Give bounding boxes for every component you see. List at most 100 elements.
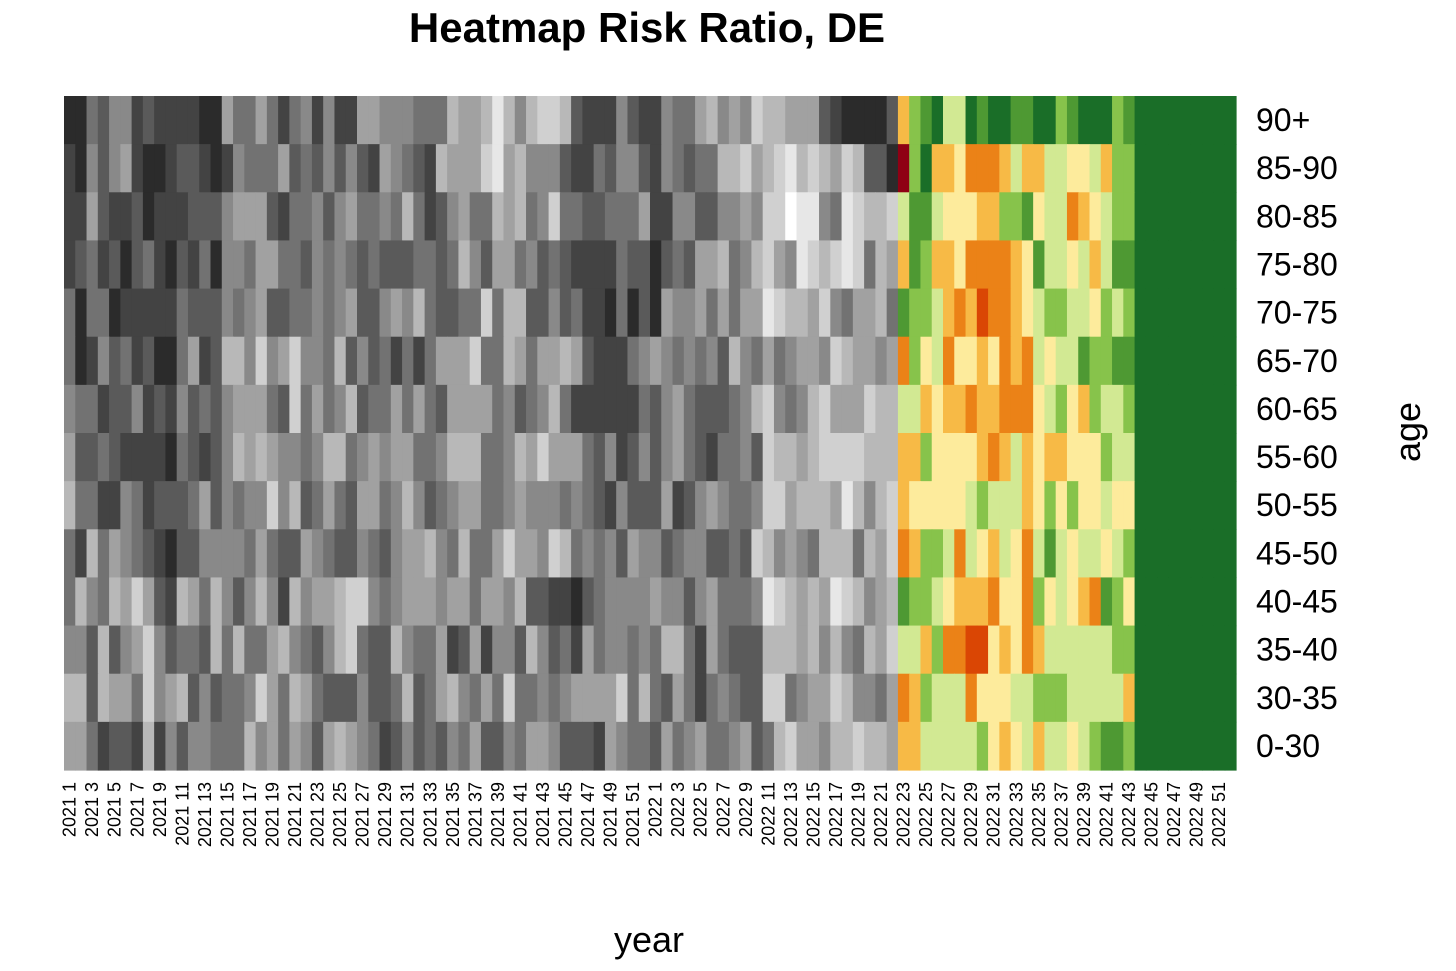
heatmap-cell bbox=[965, 625, 978, 675]
heatmap-cell bbox=[762, 240, 775, 290]
x-tick-label: 2021 37 bbox=[465, 782, 485, 847]
heatmap-cell bbox=[886, 336, 899, 386]
x-tick-label: 2021 49 bbox=[601, 782, 621, 847]
heatmap-cell bbox=[368, 288, 381, 338]
heatmap-cell bbox=[1066, 673, 1079, 723]
heatmap-cell bbox=[1224, 288, 1237, 338]
heatmap-cell bbox=[357, 96, 369, 145]
heatmap-cell bbox=[458, 433, 471, 482]
heatmap-cell bbox=[1066, 192, 1079, 242]
heatmap-cell bbox=[1010, 384, 1023, 434]
heatmap-cell bbox=[1100, 288, 1113, 338]
heatmap-cell bbox=[480, 288, 493, 338]
heatmap-cell bbox=[1213, 96, 1226, 145]
heatmap-cell bbox=[199, 144, 212, 193]
heatmap-cell bbox=[976, 192, 989, 242]
heatmap-cell bbox=[120, 336, 133, 386]
heatmap-cell bbox=[785, 673, 798, 723]
heatmap-cell bbox=[266, 529, 279, 579]
heatmap-cell bbox=[1202, 721, 1215, 771]
heatmap-cell bbox=[785, 721, 798, 771]
heatmap-cell bbox=[728, 192, 741, 242]
heatmap-cell bbox=[480, 336, 493, 386]
heatmap-cell bbox=[841, 577, 854, 627]
heatmap-cell bbox=[886, 144, 899, 193]
heatmap-cell bbox=[886, 96, 899, 145]
heatmap-cell bbox=[154, 240, 167, 290]
heatmap-cell bbox=[1190, 625, 1203, 675]
heatmap-cell bbox=[526, 481, 538, 530]
heatmap-cell bbox=[345, 240, 358, 290]
heatmap-cell bbox=[548, 384, 561, 434]
heatmap-cell bbox=[503, 673, 516, 723]
x-tick-label: 2021 27 bbox=[353, 782, 373, 847]
heatmap-cell bbox=[334, 433, 347, 482]
heatmap-cell bbox=[683, 625, 696, 675]
heatmap-cell bbox=[97, 288, 110, 338]
heatmap-cell bbox=[1044, 721, 1057, 771]
heatmap-cell bbox=[706, 384, 719, 434]
heatmap-cell bbox=[841, 384, 854, 434]
heatmap-cell bbox=[717, 625, 730, 675]
heatmap-cell bbox=[514, 529, 527, 579]
heatmap-cell bbox=[909, 529, 922, 579]
heatmap-cell bbox=[650, 721, 662, 771]
heatmap-cell bbox=[717, 336, 730, 386]
heatmap-cell bbox=[830, 481, 843, 530]
heatmap-cell bbox=[97, 433, 110, 482]
heatmap-cells bbox=[64, 96, 1237, 771]
heatmap-cell bbox=[841, 192, 854, 242]
heatmap-cell bbox=[785, 144, 798, 193]
heatmap-cell bbox=[503, 192, 516, 242]
heatmap-cell bbox=[571, 481, 583, 530]
heatmap-cell bbox=[154, 625, 167, 675]
heatmap-cell bbox=[650, 288, 662, 338]
heatmap-cell bbox=[233, 481, 245, 530]
heatmap-cell bbox=[1078, 577, 1091, 627]
heatmap-cell bbox=[469, 673, 482, 723]
heatmap-cell bbox=[864, 721, 876, 771]
heatmap-cell bbox=[109, 288, 121, 338]
heatmap-cell bbox=[120, 144, 133, 193]
heatmap-cell bbox=[762, 144, 775, 193]
heatmap-cell bbox=[1202, 192, 1215, 242]
heatmap-cell bbox=[976, 577, 989, 627]
x-tick-label: 2022 19 bbox=[848, 782, 868, 847]
heatmap-cell bbox=[616, 529, 629, 579]
heatmap-cell bbox=[886, 721, 899, 771]
heatmap-cell bbox=[785, 96, 798, 145]
heatmap-cell bbox=[435, 625, 448, 675]
heatmap-cell bbox=[650, 192, 662, 242]
heatmap-cell bbox=[864, 625, 876, 675]
heatmap-cell bbox=[661, 529, 674, 579]
heatmap-cell bbox=[424, 240, 437, 290]
heatmap-cell bbox=[537, 144, 550, 193]
heatmap-cell bbox=[75, 288, 88, 338]
heatmap-cell bbox=[1089, 673, 1102, 723]
heatmap-cell bbox=[289, 721, 302, 771]
heatmap-cell bbox=[1078, 673, 1091, 723]
heatmap-cell bbox=[886, 481, 899, 530]
heatmap-cell bbox=[1089, 577, 1102, 627]
heatmap-cell bbox=[1123, 384, 1136, 434]
x-tick-label: 2021 35 bbox=[443, 782, 463, 847]
heatmap-cell bbox=[154, 288, 167, 338]
heatmap-cell bbox=[1055, 192, 1068, 242]
heatmap-cell bbox=[852, 96, 865, 145]
heatmap-cell bbox=[1168, 529, 1181, 579]
heatmap-cell bbox=[1021, 96, 1034, 145]
heatmap-cell bbox=[435, 288, 448, 338]
heatmap-cell bbox=[717, 96, 730, 145]
heatmap-cell bbox=[1021, 673, 1034, 723]
heatmap-cell bbox=[1157, 625, 1169, 675]
heatmap-cell bbox=[1168, 240, 1181, 290]
heatmap-cell bbox=[751, 577, 764, 627]
heatmap-cell bbox=[289, 192, 302, 242]
heatmap-cell bbox=[187, 673, 200, 723]
heatmap-cell bbox=[852, 384, 865, 434]
heatmap-cell bbox=[221, 481, 234, 530]
heatmap-cell bbox=[390, 240, 403, 290]
heatmap-cell bbox=[334, 144, 347, 193]
heatmap-cell bbox=[131, 529, 144, 579]
heatmap-cell bbox=[683, 673, 696, 723]
